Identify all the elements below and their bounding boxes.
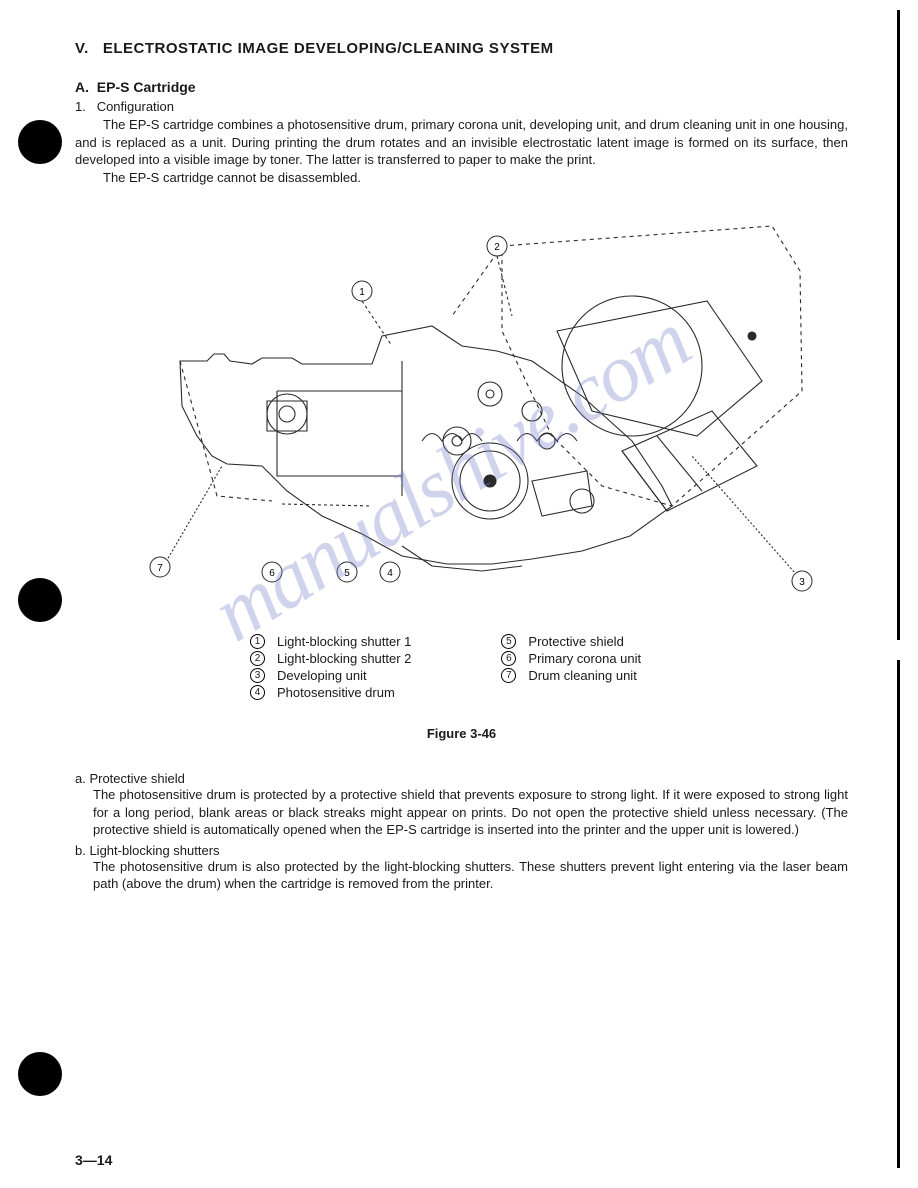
section-heading: V. ELECTROSTATIC IMAGE DEVELOPING/CLEANI…	[75, 40, 848, 57]
config-heading: 1. Configuration	[75, 99, 848, 114]
legend-num: 4	[250, 685, 265, 700]
subitem-b-text: The photosensitive drum is also protecte…	[93, 858, 848, 893]
config-title: Configuration	[97, 99, 174, 114]
legend-label: Photosensitive drum	[277, 685, 395, 700]
section-title-text: ELECTROSTATIC IMAGE DEVELOPING/CLEANING …	[103, 40, 554, 57]
legend-item: 3 Developing unit	[250, 668, 411, 683]
page-number: 3—14	[75, 1152, 112, 1168]
hole-punch-dot	[18, 120, 62, 164]
hole-punch-dot	[18, 578, 62, 622]
subsection-label: A.	[75, 79, 89, 95]
subitem-b: b. Light-blocking shutters The photosens…	[75, 843, 848, 893]
legend-item: 6 Primary corona unit	[501, 651, 641, 666]
subitem-b-title: b. Light-blocking shutters	[75, 843, 848, 858]
callout-1: 1	[359, 287, 365, 298]
subsection-title-text: EP-S Cartridge	[97, 79, 196, 95]
legend-num: 1	[250, 634, 265, 649]
diagram-legend: 1 Light-blocking shutter 1 2 Light-blockin…	[250, 634, 848, 700]
callout-7: 7	[157, 563, 163, 574]
legend-item: 1 Light-blocking shutter 1	[250, 634, 411, 649]
legend-label: Drum cleaning unit	[528, 668, 636, 683]
legend-num: 3	[250, 668, 265, 683]
callout-4: 4	[387, 568, 393, 579]
callout-2: 2	[494, 242, 500, 253]
legend-label: Light-blocking shutter 1	[277, 634, 411, 649]
legend-column-left: 1 Light-blocking shutter 1 2 Light-blockin…	[250, 634, 411, 700]
cartridge-svg: 1 2 3 4 5 6 7	[102, 216, 822, 616]
config-number: 1.	[75, 99, 86, 114]
page-edge-line	[897, 10, 900, 640]
page-edge-line	[897, 660, 900, 1168]
config-paragraph-2: The EP-S cartridge cannot be disassemble…	[75, 169, 848, 187]
config-paragraph-1: The EP-S cartridge combines a photosensi…	[75, 116, 848, 169]
subsection-heading: A. EP-S Cartridge	[75, 79, 848, 95]
legend-label: Protective shield	[528, 634, 623, 649]
legend-column-right: 5Protective shield 6Primary corona unit …	[501, 634, 641, 700]
legend-item: 5 Protective shield	[501, 634, 641, 649]
cartridge-diagram: 1 2 3 4 5 6 7	[102, 216, 822, 616]
legend-item: 2 Light-blocking shutter 2	[250, 651, 411, 666]
legend-item: 7 Drum cleaning unit	[501, 668, 641, 683]
section-number: V.	[75, 40, 89, 57]
legend-num: 2	[250, 651, 265, 666]
subitem-a-text: The photosensitive drum is protected by …	[93, 786, 848, 839]
legend-label: Light-blocking shutter 2	[277, 651, 411, 666]
legend-label: Developing unit	[277, 668, 367, 683]
legend-num: 7	[501, 668, 516, 683]
legend-label: Primary corona unit	[528, 651, 641, 666]
legend-num: 6	[501, 651, 516, 666]
legend-item: 4 Photosensitive drum	[250, 685, 411, 700]
figure-caption: Figure 3-46	[75, 726, 848, 741]
callout-6: 6	[269, 568, 275, 579]
callout-5: 5	[344, 568, 350, 579]
subitem-a-title: a. Protective shield	[75, 771, 848, 786]
subitem-a: a. Protective shield The photosensitive …	[75, 771, 848, 839]
hole-punch-dot	[18, 1052, 62, 1096]
callout-3: 3	[799, 577, 805, 588]
legend-num: 5	[501, 634, 516, 649]
